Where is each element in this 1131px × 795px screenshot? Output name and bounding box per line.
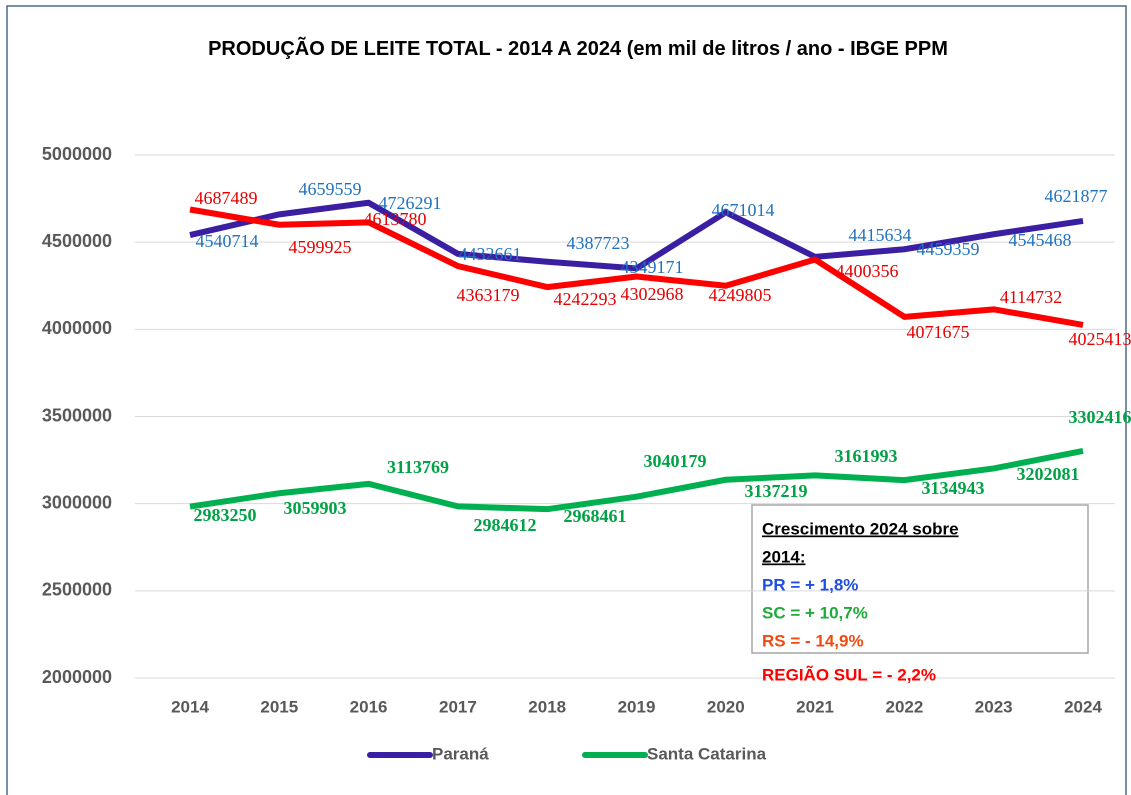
data-label: 4415634	[849, 225, 912, 245]
legend-label: Paraná	[432, 744, 489, 763]
data-label: 4387723	[567, 233, 630, 253]
x-tick-label: 2016	[350, 697, 388, 716]
annotation-line: Crescimento 2024 sobre	[762, 519, 959, 538]
data-label: 4432661	[459, 244, 522, 264]
annotation-line: REGIÃO SUL = - 2,2%	[762, 664, 936, 684]
annotation-line: PR = + 1,8%	[762, 575, 858, 594]
annotation-box	[751, 504, 1089, 654]
data-label: 3113769	[387, 457, 449, 477]
data-label: 4687489	[195, 188, 258, 208]
data-label: 4249805	[709, 285, 772, 305]
data-label: 4540714	[196, 231, 259, 251]
x-tick-label: 2014	[171, 697, 209, 716]
x-tick-label: 2021	[796, 697, 834, 716]
data-label: 4400356	[836, 261, 899, 281]
annotation-line: 2014:	[762, 547, 805, 566]
data-label: 4114732	[1000, 287, 1062, 307]
y-tick-label: 3500000	[42, 405, 112, 425]
data-label: 4349171	[621, 257, 684, 277]
data-label: 4726291	[379, 193, 442, 213]
data-label: 3134943	[922, 478, 985, 498]
x-tick-label: 2015	[260, 697, 298, 716]
data-label: 2983250	[194, 505, 257, 525]
y-tick-label: 4000000	[42, 318, 112, 338]
chart-frame	[6, 5, 1127, 795]
data-label: 3161993	[835, 446, 898, 466]
y-tick-label: 3000000	[42, 492, 112, 512]
data-label: 2968461	[564, 506, 627, 526]
annotation-line: SC = + 10,7%	[762, 603, 868, 622]
chart-title: PRODUÇÃO DE LEITE TOTAL - 2014 A 2024 (e…	[208, 38, 948, 60]
series-line	[189, 448, 1084, 513]
data-label: 4242293	[554, 289, 617, 309]
data-label: 4671014	[712, 200, 775, 220]
data-label: 4659559	[299, 179, 362, 199]
data-label: 4621877	[1045, 186, 1108, 206]
annotation-line: RS = - 14,9%	[762, 631, 864, 650]
x-tick-label: 2023	[975, 697, 1013, 716]
data-label: 3302416	[1069, 407, 1131, 427]
x-tick-label: 2019	[618, 697, 656, 716]
y-tick-label: 4500000	[42, 231, 112, 251]
data-label: 4363179	[457, 285, 520, 305]
data-label: 4302968	[621, 284, 684, 304]
data-label: 4071675	[907, 322, 970, 342]
legend-label: Santa Catarina	[647, 744, 767, 763]
series-line	[189, 199, 1084, 272]
x-tick-label: 2018	[528, 697, 566, 716]
data-label: 3202081	[1017, 464, 1080, 484]
data-label: 4613780	[364, 209, 427, 229]
data-label: 4599925	[289, 237, 352, 257]
x-tick-label: 2022	[885, 697, 923, 716]
data-label: 3059903	[284, 498, 347, 518]
series-line	[189, 206, 1084, 328]
data-label: 4025413	[1069, 329, 1131, 349]
data-label: 4459359	[917, 239, 980, 259]
x-tick-label: 2020	[707, 697, 745, 716]
data-label: 4545468	[1009, 230, 1072, 250]
y-tick-label: 5000000	[42, 144, 112, 164]
x-tick-label: 2017	[439, 697, 477, 716]
y-tick-label: 2000000	[42, 667, 112, 687]
data-label: 3137219	[745, 481, 808, 501]
data-label: 2984612	[474, 515, 537, 535]
x-tick-label: 2024	[1064, 697, 1102, 716]
y-tick-label: 2500000	[42, 580, 112, 600]
data-label: 3040179	[644, 451, 707, 471]
